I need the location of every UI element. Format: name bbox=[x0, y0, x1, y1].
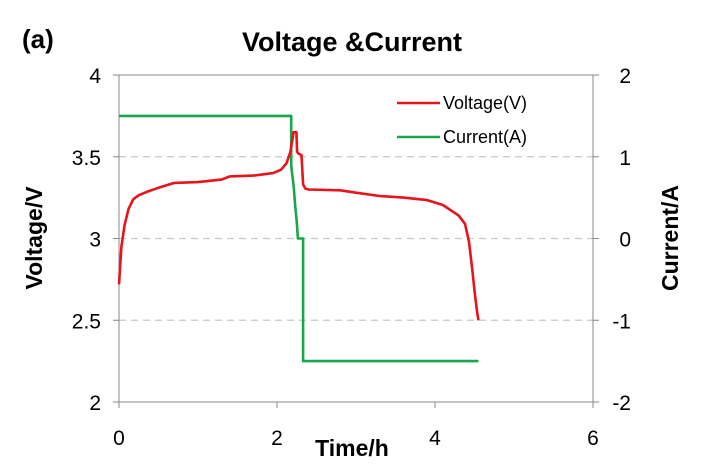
y-right-tick-label: 2 bbox=[619, 65, 631, 88]
chart-title: Voltage &Current bbox=[242, 27, 462, 57]
y-left-tick-label: 2 bbox=[89, 392, 101, 415]
x-tick-label: 6 bbox=[587, 427, 599, 450]
panel-label: (a) bbox=[22, 24, 54, 54]
y-right-tick-label: -2 bbox=[612, 392, 631, 415]
legend-label-voltage-v: Voltage(V) bbox=[443, 93, 527, 113]
legend: Voltage(V) Current(A) bbox=[397, 93, 527, 147]
y-left-tick-label: 2.5 bbox=[72, 310, 101, 333]
y-left-tick-label: 3.5 bbox=[72, 147, 101, 170]
y-left-tick-label: 3 bbox=[89, 229, 101, 252]
gridlines bbox=[119, 156, 593, 321]
y-right-tick-label: 0 bbox=[619, 229, 631, 252]
y-right-axis-title: Current/A bbox=[657, 185, 683, 291]
x-tick-label: 0 bbox=[113, 427, 125, 450]
series-line-voltage-v bbox=[117, 130, 480, 321]
legend-label-current-a: Current(A) bbox=[443, 127, 527, 147]
y-right-tick-label: 1 bbox=[619, 147, 631, 170]
y-left-tick-label: 4 bbox=[89, 65, 101, 88]
x-tick-label: 2 bbox=[271, 427, 283, 450]
y-right-tick-label: -1 bbox=[612, 310, 631, 333]
y-left-axis-title: Voltage/V bbox=[21, 186, 47, 290]
series-lines bbox=[117, 114, 480, 363]
x-tick-label: 4 bbox=[429, 427, 441, 450]
x-axis-title: Time/h bbox=[315, 435, 389, 461]
